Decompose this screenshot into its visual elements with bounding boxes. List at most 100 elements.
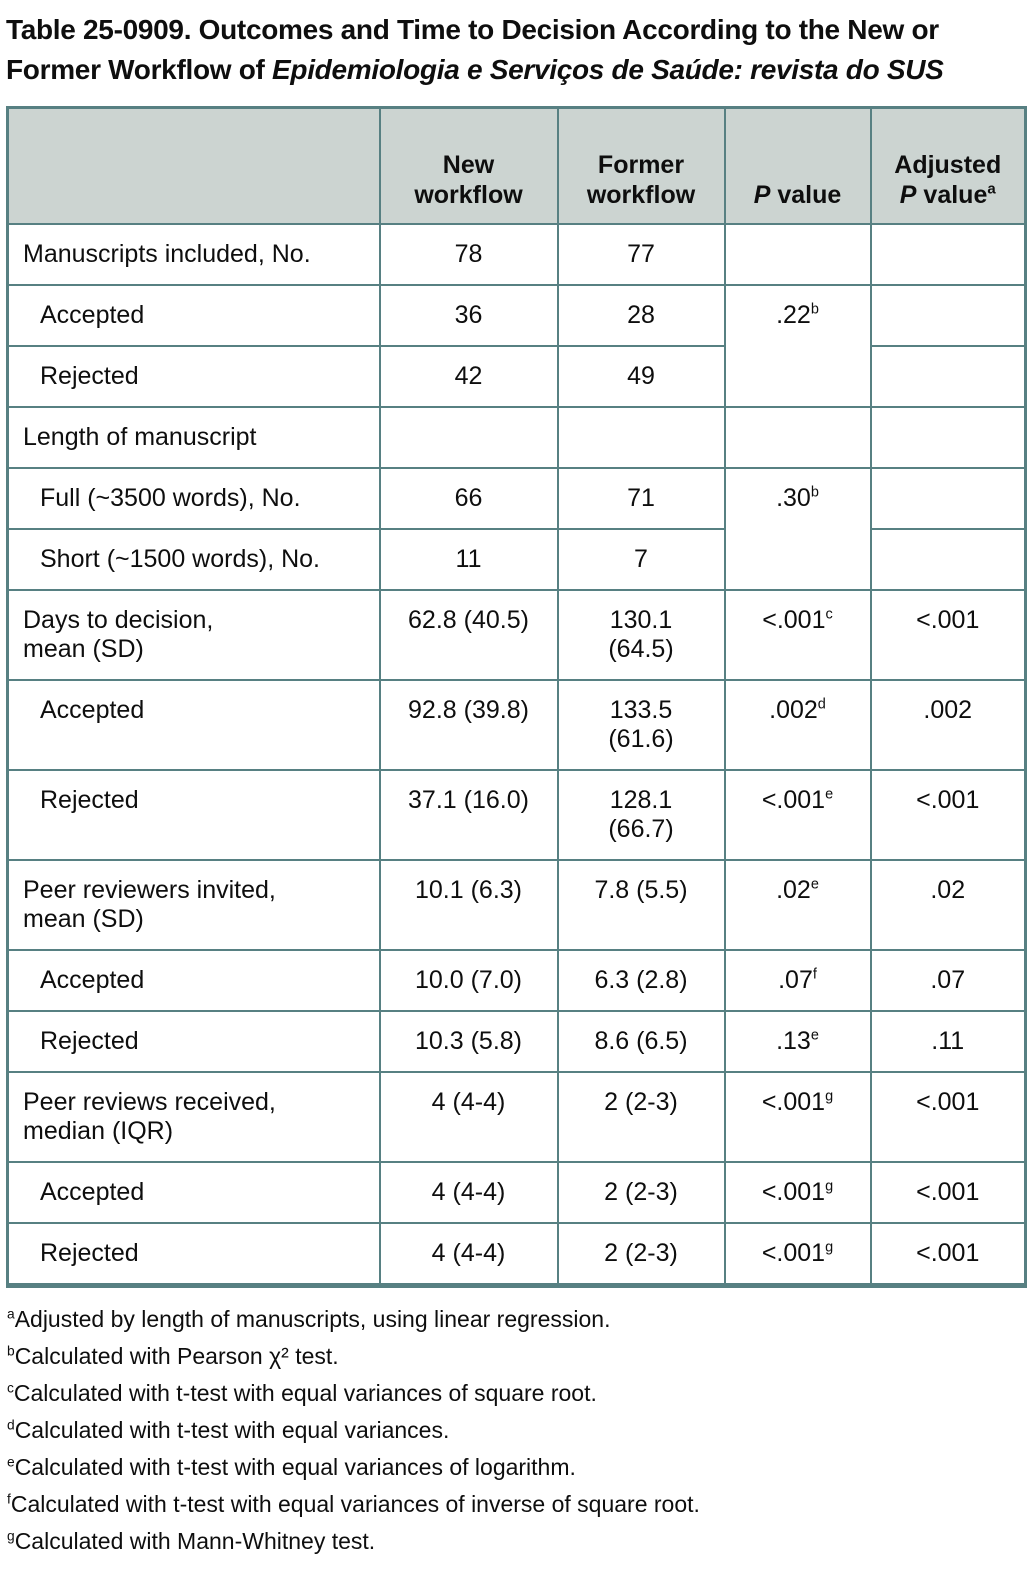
adjusted-p-value-cell: <.001: [869, 769, 1027, 861]
footnote-marker: e: [7, 1454, 15, 1470]
footnote-text: Calculated with t-test with equal varian…: [13, 1380, 597, 1406]
former-workflow-cell: 7.8 (5.5): [556, 859, 726, 951]
new-workflow-cell: 42: [378, 345, 559, 408]
new-workflow-cell: 66: [378, 467, 559, 530]
p-value-footnote-marker: e: [825, 786, 834, 803]
table-row: Accepted 4 (4-4) 2 (2-3) <.001g <.001: [6, 1161, 1027, 1224]
table-title: Table 25-0909. Outcomes and Time to Deci…: [6, 10, 1024, 90]
p-italic: P: [753, 181, 771, 209]
p-value-cell: <.001e: [723, 769, 872, 861]
table-row: Rejected 37.1 (16.0) 128.1 (66.7) <.001e <.0…: [6, 769, 1027, 861]
table-row: Peer reviewers invited, mean (SD) 10.1 (6…: [6, 859, 1027, 951]
row-label-cell: Accepted: [6, 284, 381, 347]
adjusted-p-value-cell: <.001: [869, 1222, 1027, 1287]
footnote-text: Calculated with t-test with equal varian…: [10, 1491, 700, 1517]
new-workflow-cell: 10.0 (7.0): [378, 949, 559, 1012]
p-value-footnote-marker: b: [810, 484, 819, 501]
former-workflow-cell: 28: [556, 284, 726, 347]
table-row: Peer reviews received, median (IQR) 4 (4-…: [6, 1071, 1027, 1163]
p-value-cell: .07f: [723, 949, 872, 1012]
new-workflow-cell: [378, 406, 559, 469]
col-header-adjusted-p-value: Adjusted P valuea: [869, 106, 1027, 225]
new-workflow-cell: 92.8 (39.8): [378, 679, 559, 771]
row-label-cell: Accepted: [6, 1161, 381, 1224]
footnote-text: Calculated with t-test with equal varian…: [14, 1454, 576, 1480]
p-value-footnote-marker: f: [812, 966, 817, 983]
table-row: Rejected 4 (4-4) 2 (2-3) <.001g <.001: [6, 1222, 1027, 1287]
new-workflow-cell: 37.1 (16.0): [378, 769, 559, 861]
col-header-empty: [6, 106, 381, 225]
former-workflow-cell: 49: [556, 345, 726, 408]
col-header-p-value-label: P value: [754, 181, 842, 209]
adjusted-p-value-cell: [869, 345, 1027, 408]
row-label-cell: Rejected: [6, 1222, 381, 1287]
table-row: Length of manuscript: [6, 406, 1027, 469]
footnote-text: Calculated with Pearson χ² test.: [14, 1343, 339, 1369]
former-workflow-cell: 2 (2-3): [556, 1071, 726, 1163]
col-header-new-workflow-label: New workflow: [414, 151, 523, 209]
adjusted-p-value-cell: [869, 223, 1027, 286]
former-workflow-cell: 7: [556, 528, 726, 591]
p-value-cell: <.001c: [723, 589, 872, 681]
adjusted-p-value-cell: [869, 406, 1027, 469]
p-value-cell: <.001g: [723, 1071, 872, 1163]
col-header-adjusted-p-value-label: Adjusted P valuea: [894, 151, 1001, 209]
footnote-text: Calculated with Mann-Whitney test.: [14, 1528, 376, 1554]
former-workflow-cell: 71: [556, 467, 726, 530]
footnote: dCalculated with t-test with equal varia…: [7, 1416, 1024, 1444]
new-workflow-cell: 62.8 (40.5): [378, 589, 559, 681]
adjusted-p-value-cell: <.001: [869, 589, 1027, 681]
adjusted-p-value-cell: <.001: [869, 1071, 1027, 1163]
former-workflow-cell: 2 (2-3): [556, 1222, 726, 1287]
adjusted-word: Adjusted: [894, 151, 1002, 179]
p-value-cell: [723, 223, 872, 286]
table-row: Short (~1500 words), No. 11 7: [6, 528, 1027, 591]
former-workflow-cell: 133.5 (61.6): [556, 679, 726, 771]
footnote-marker: g: [7, 1528, 15, 1544]
row-label-cell: Rejected: [6, 345, 381, 408]
footnote: eCalculated with t-test with equal varia…: [7, 1453, 1024, 1481]
new-workflow-cell: 11: [378, 528, 559, 591]
p-value-footnote-marker: g: [825, 1088, 834, 1105]
adjusted-p-value-cell: .002: [869, 679, 1027, 771]
col-header-former-workflow-label: Former workflow: [586, 151, 696, 209]
table-row: Accepted 36 28.22b: [6, 284, 1027, 408]
former-workflow-cell: [556, 406, 726, 469]
p-value-footnote-marker: b: [810, 301, 819, 318]
table-row: Days to decision, mean (SD) 62.8 (40.5) 13…: [6, 589, 1027, 681]
table-row: Rejected 42 49: [6, 345, 1027, 408]
row-label-cell: Peer reviews received, median (IQR): [6, 1071, 381, 1163]
p-value-cell: .02e: [723, 859, 872, 951]
new-workflow-cell: 10.3 (5.8): [378, 1010, 559, 1073]
row-label-cell: Days to decision, mean (SD): [6, 589, 381, 681]
row-label-cell: Accepted: [6, 679, 381, 771]
new-workflow-cell: 78: [378, 223, 559, 286]
adjusted-p-value-cell: .11: [869, 1010, 1027, 1073]
row-label-cell: Rejected: [6, 769, 381, 861]
outcomes-table: New workflow Former workflow P value Adj…: [6, 106, 1027, 1288]
p-value-footnote-marker: e: [810, 876, 819, 893]
footnote: cCalculated with t-test with equal varia…: [7, 1379, 1024, 1407]
former-workflow-cell: 6.3 (2.8): [556, 949, 726, 1012]
journal-name: Epidemiologia e Serviços de Saúde: revis…: [272, 54, 944, 85]
adjusted-p-value-cell: .07: [869, 949, 1027, 1012]
p-italic: P: [899, 181, 917, 209]
p-value-footnote-marker: g: [825, 1178, 834, 1195]
footnote-marker: f: [7, 1491, 11, 1507]
row-label-cell: Rejected: [6, 1010, 381, 1073]
table-body: Manuscripts included, No. 78 77 Accepted 36 2…: [6, 223, 1027, 1287]
col-header-p-value: P value: [723, 106, 872, 225]
p-value-cell: .22b: [723, 284, 872, 408]
adjusted-p-value-cell: <.001: [869, 1161, 1027, 1224]
adjusted-p-value-cell: .02: [869, 859, 1027, 951]
p-value-cell: <.001g: [723, 1222, 872, 1287]
new-workflow-cell: 36: [378, 284, 559, 347]
table-row: Manuscripts included, No. 78 77: [6, 223, 1027, 286]
table-row: Rejected 10.3 (5.8) 8.6 (6.5) .13e .11: [6, 1010, 1027, 1073]
p-value-word: value: [916, 181, 988, 209]
p-value-footnote-marker: g: [825, 1239, 834, 1256]
row-label-cell: Manuscripts included, No.: [6, 223, 381, 286]
footnote-text: Calculated with t-test with equal varian…: [14, 1417, 450, 1443]
col-header-former-workflow: Former workflow: [556, 106, 726, 225]
p-value-cell: [723, 406, 872, 469]
